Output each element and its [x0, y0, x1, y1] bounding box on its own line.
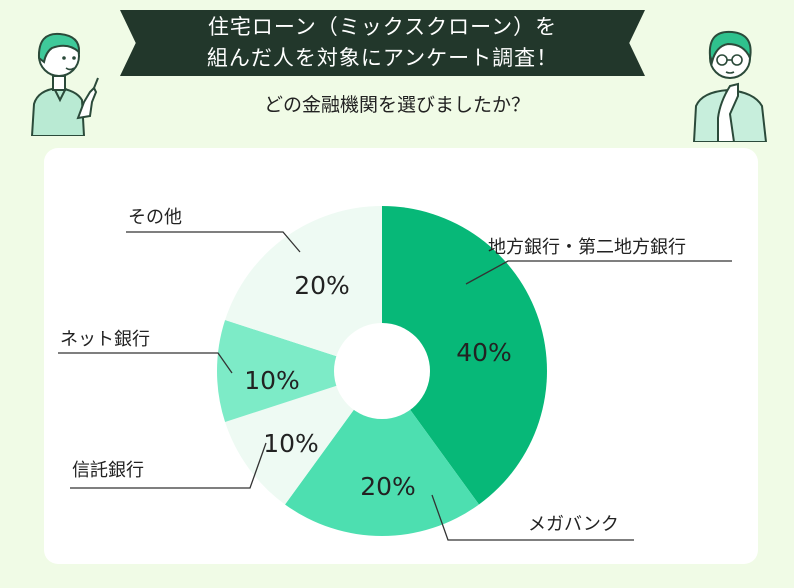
slice-regional-bank: [382, 206, 547, 505]
leader-line-net-bank: [58, 352, 233, 374]
category-label-regional-bank: 地方銀行・第二地方銀行: [488, 237, 686, 258]
slice-net-bank: [216, 320, 382, 422]
category-label-megabank: メガバンク: [528, 514, 619, 535]
value-label-net-bank: 10%: [244, 366, 300, 395]
category-label-other: その他: [128, 207, 182, 228]
question-subtitle: どの金融機関を選びましたか？: [263, 94, 530, 116]
value-label-trust-bank: 10%: [263, 429, 319, 458]
leader-line-other: [126, 231, 301, 253]
leader-line-megabank: [431, 494, 634, 541]
slice-other: [225, 206, 382, 371]
value-label-megabank: 20%: [360, 472, 416, 501]
leader-line-trust-bank: [70, 442, 267, 489]
category-label-net-bank: ネット銀行: [60, 329, 150, 350]
title-line-2: 組んだ人を対象にアンケート調査！: [206, 46, 559, 70]
title-banner: 住宅ローン（ミックスクローン）を 組んだ人を対象にアンケート調査！: [120, 10, 645, 76]
thinking-person-illustration: [692, 30, 768, 142]
pointing-person-illustration: [30, 32, 99, 136]
title-line-1: 住宅ローン（ミックスクローン）を: [207, 15, 558, 39]
slice-trust-bank: [225, 371, 382, 505]
value-label-other: 20%: [294, 271, 350, 300]
slice-megabank: [285, 371, 479, 536]
value-label-regional-bank: 40%: [456, 338, 512, 367]
leader-line-regional-bank: [465, 260, 732, 285]
donut-hole: [334, 323, 430, 419]
category-label-trust-bank: 信託銀行: [72, 460, 144, 481]
